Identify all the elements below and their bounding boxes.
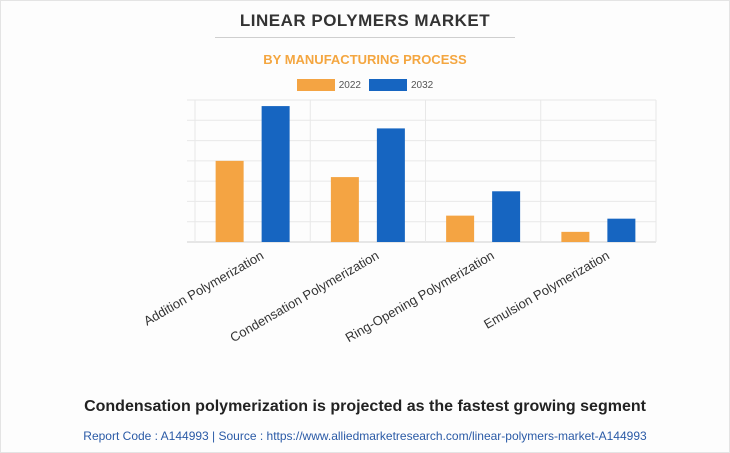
bar-2022 bbox=[215, 160, 244, 242]
legend-label-2032: 2032 bbox=[411, 79, 434, 91]
bar-2032 bbox=[607, 218, 636, 242]
legend-item-2022[interactable]: 2022 bbox=[296, 79, 361, 91]
headline-text: Condensation polymerization is projected… bbox=[84, 398, 646, 415]
title-divider bbox=[215, 37, 515, 38]
chart-subtitle: BY MANUFACTURING PROCESS bbox=[263, 52, 467, 67]
legend-swatch-2032 bbox=[369, 79, 407, 91]
chart-title: LINEAR POLYMERS MARKET bbox=[239, 11, 491, 30]
bar-2022 bbox=[330, 177, 359, 242]
bar-2032 bbox=[261, 106, 290, 242]
bar-2032 bbox=[376, 128, 405, 242]
legend-swatch-2022 bbox=[296, 79, 335, 91]
footer-source[interactable]: Report Code : A144993 | Source : https:/… bbox=[83, 429, 647, 443]
legend-item-2032[interactable]: 2032 bbox=[369, 79, 433, 91]
bar-2022 bbox=[446, 215, 475, 242]
category-label: Addition Polymerization bbox=[141, 248, 266, 329]
bar-2032 bbox=[492, 191, 521, 242]
legend-label-2022: 2022 bbox=[338, 79, 361, 91]
category-label: Emulsion Polymerization bbox=[481, 248, 612, 332]
bar-2022 bbox=[561, 231, 590, 242]
chart-legend: 2022 2032 bbox=[0, 79, 730, 91]
